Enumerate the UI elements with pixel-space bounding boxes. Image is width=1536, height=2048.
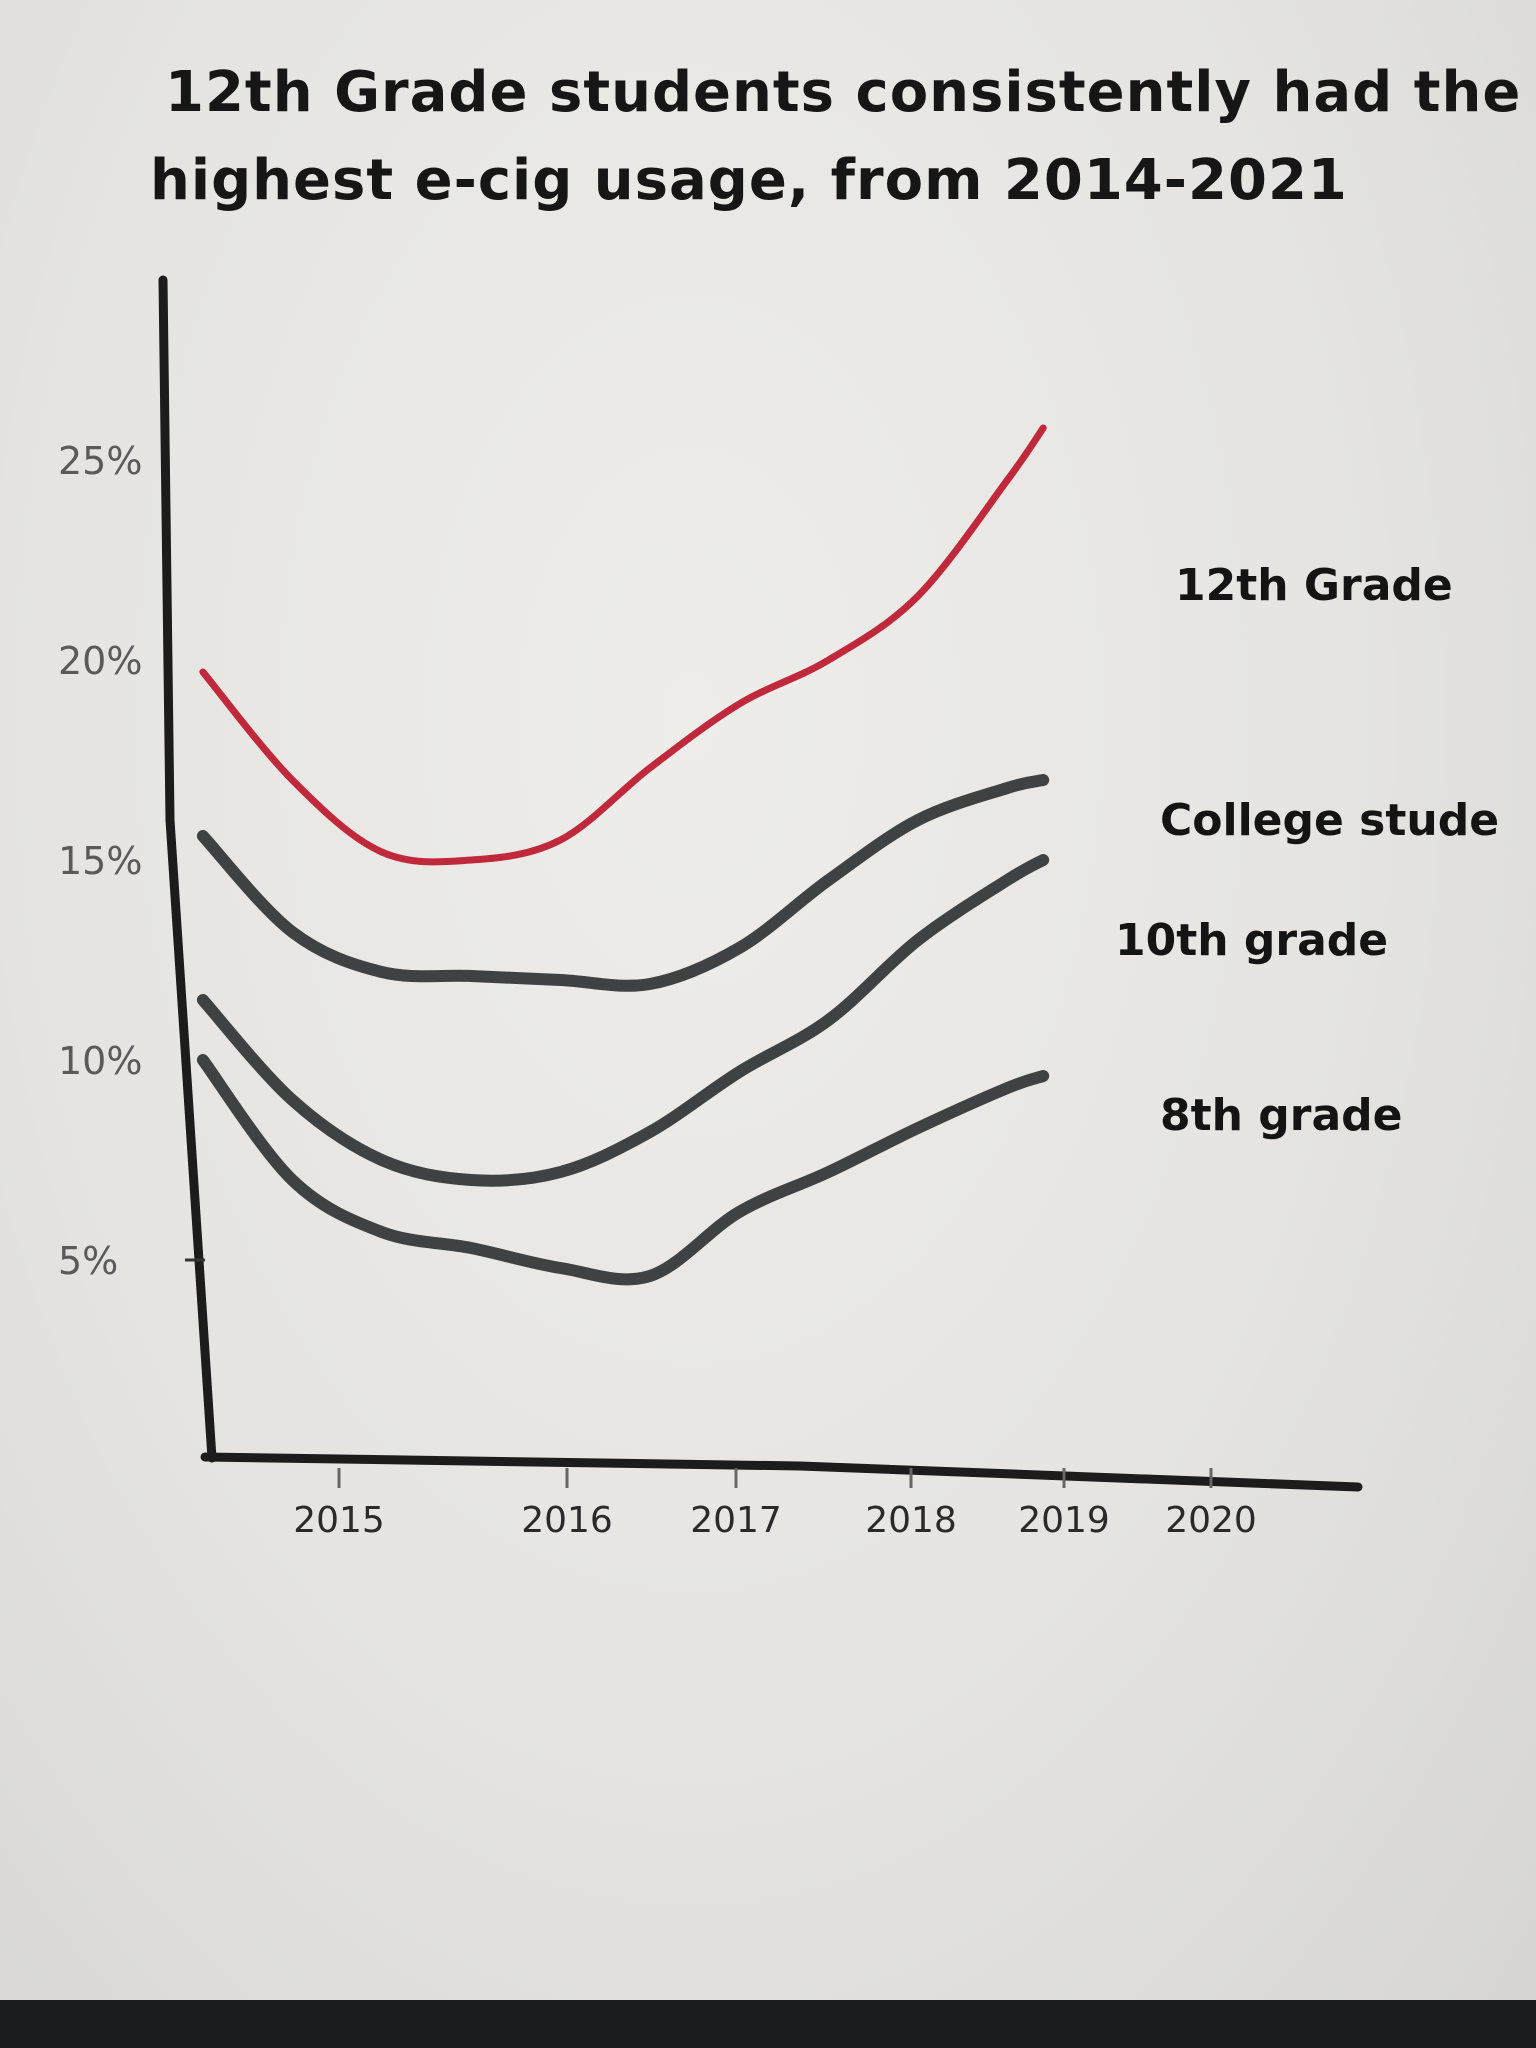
y-tick-label: 20%: [58, 639, 142, 683]
x-axis-ticks: 2015 2016 2017 2018 2019 2020: [293, 1468, 1257, 1541]
x-tick-label: 2018: [865, 1500, 957, 1541]
series-label: 8th grade: [1160, 1090, 1403, 1141]
y-tick-label: 10%: [58, 1039, 142, 1083]
chart-axes: [158, 275, 1363, 1492]
x-tick-label: 2017: [690, 1500, 782, 1541]
chart-title-line-2: highest e-cig usage, from 2014-2021: [150, 148, 1348, 213]
series-label: 10th grade: [1115, 915, 1388, 966]
series-line-college-stude: [196, 774, 1050, 992]
series-line-12th-grade: [199, 424, 1047, 866]
series-line-10th-grade: [196, 854, 1050, 1187]
x-tick-label: 2015: [293, 1500, 385, 1541]
y-axis-line: [158, 275, 217, 1463]
dark-bottom-edge: [0, 2000, 1536, 2048]
x-tick-label: 2020: [1165, 1500, 1257, 1541]
x-axis-line: [200, 1452, 1363, 1492]
x-tick-label: 2016: [521, 1500, 613, 1541]
y-tick-label: 5%: [58, 1239, 118, 1283]
y-tick-label: 15%: [58, 839, 142, 883]
series-lines: [196, 424, 1050, 1286]
x-tick-label: 2019: [1018, 1500, 1110, 1541]
y-axis-ticks: 5% 10% 15% 20% 25%: [58, 439, 205, 1283]
y-tick-label: 25%: [58, 439, 142, 483]
series-label: College stude: [1160, 795, 1499, 846]
series-label: 12th Grade: [1175, 560, 1453, 611]
series-labels: 12th Grade College stude 10th grade 8th gra…: [1115, 560, 1499, 1141]
series-line-8th-grade: [196, 1054, 1050, 1286]
chart-title-line-1: 12th Grade students consistently had the: [165, 60, 1522, 125]
